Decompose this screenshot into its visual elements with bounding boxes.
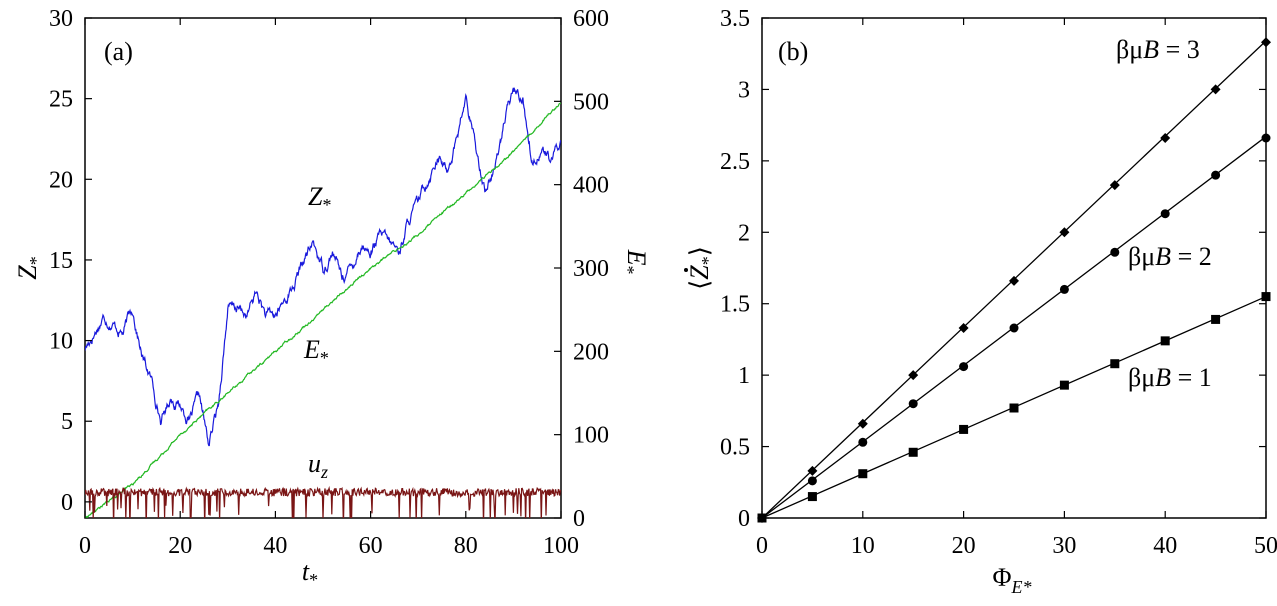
data-point-circle [959, 362, 969, 372]
y-tick-label-left: 30 [49, 6, 73, 32]
x-tick-label-b: 40 [1153, 533, 1177, 559]
data-point-circle [807, 476, 817, 486]
x-tick-label-b: 20 [952, 533, 976, 559]
x-axis-title-b: ΦE* [992, 563, 1031, 597]
y-axis-title-b: ⟨Z*⟩ [684, 246, 718, 290]
data-point-square [1110, 359, 1120, 369]
x-tick-label-a: 20 [168, 533, 192, 559]
data-point-diamond [1160, 133, 1171, 143]
panel-a-label: (a) [104, 37, 133, 66]
y-tick-label-b: 3.5 [720, 6, 750, 32]
x-tick-label-a: 80 [454, 533, 478, 559]
y-axis-title-left: Z* [13, 256, 46, 279]
y-tick-label-b: 1 [738, 363, 750, 389]
svg-text:⟨Z*⟩: ⟨Z*⟩ [685, 246, 718, 290]
data-point-square [807, 492, 817, 502]
y-tick-label-left: 10 [49, 329, 73, 355]
data-point-square [959, 424, 969, 434]
x-tick-label-b: 0 [756, 533, 768, 559]
panel-b-series-layer [757, 37, 1271, 523]
data-point-diamond [908, 370, 919, 381]
data-point-diamond [1109, 180, 1120, 191]
data-point-circle [1110, 247, 1120, 257]
series-label-e: E* [303, 335, 329, 368]
series-label-z: Z* [308, 182, 331, 215]
panel-a: 0 20 40 60 80 1000510152025300100200300400500… [13, 6, 651, 590]
y-tick-label-left: 25 [49, 87, 73, 113]
panel-b-plot-frame [761, 17, 1267, 519]
y-tick-label-right: 400 [573, 173, 609, 199]
y-tick-label-right: 200 [573, 339, 609, 365]
data-point-circle [1059, 284, 1069, 294]
y-tick-label-right: 300 [573, 256, 609, 282]
y-tick-label-right: 500 [573, 89, 609, 115]
data-point-circle [1211, 170, 1221, 180]
y-tick-label-b: 2.5 [720, 149, 750, 175]
data-point-square [1059, 380, 1069, 390]
data-point-diamond [807, 465, 818, 476]
series-line-z [85, 87, 561, 447]
x-tick-label-b: 30 [1052, 533, 1076, 559]
data-point-circle [1160, 209, 1170, 219]
y-tick-label-b: 0 [738, 506, 750, 532]
y-tick-label-b: 0.5 [720, 435, 750, 461]
x-tick-label-a: 0 [79, 533, 91, 559]
data-point-circle [1009, 323, 1019, 333]
y-tick-label-b: 1.5 [720, 292, 750, 318]
y-tick-label-left: 0 [61, 490, 73, 516]
data-point-square [1160, 336, 1170, 346]
series-line-uz [85, 485, 561, 518]
data-point-square [1009, 403, 1019, 413]
data-point-square [1211, 314, 1221, 324]
y-tick-label-right: 100 [573, 423, 609, 449]
x-tick-label-a: 60 [359, 533, 383, 559]
panel-a-axes: 0 20 40 60 80 1000510152025300100200300400500… [49, 6, 609, 559]
y-tick-label-left: 20 [49, 167, 73, 193]
data-point-square [1261, 292, 1271, 302]
series-label-uz: uz [308, 449, 328, 482]
y-tick-label-left: 5 [61, 409, 73, 435]
label-betamub-1: βμB = 1 [1128, 363, 1212, 392]
panel-b-label: (b) [778, 37, 808, 66]
data-point-diamond [958, 323, 969, 333]
y-tick-label-right: 600 [573, 6, 609, 32]
data-point-diamond [1059, 227, 1070, 238]
x-axis-title-a: t* [302, 557, 318, 590]
data-point-diamond [1261, 37, 1271, 48]
panel-a-series-layer [85, 87, 561, 518]
x-tick-label-b: 10 [851, 533, 875, 559]
x-tick-label-a: 40 [263, 533, 287, 559]
data-point-square [908, 447, 918, 457]
label-betamub-3: βμB = 3 [1116, 35, 1200, 64]
label-betamub-2: βμB = 2 [1128, 242, 1212, 271]
dot-accent [684, 268, 688, 272]
y-tick-label-left: 15 [49, 248, 73, 274]
series-line-e [85, 102, 561, 518]
data-point-square [858, 469, 868, 479]
data-point-diamond [857, 418, 868, 429]
data-point-circle [1261, 133, 1271, 143]
x-tick-label-b: 50 [1254, 533, 1277, 559]
data-point-circle [858, 437, 868, 447]
x-tick-label-a: 100 [543, 533, 579, 559]
y-tick-label-b: 3 [738, 77, 750, 103]
y-axis-title-right: E* [618, 249, 651, 275]
data-point-diamond [1210, 84, 1221, 95]
y-tick-label-right: 0 [573, 506, 585, 532]
y-tick-label-b: 2 [738, 220, 750, 246]
data-point-circle [908, 399, 918, 409]
data-point-diamond [1009, 275, 1019, 286]
panel-b-axes: 0 10 20 30 40 50 0 0.5 1 1.5 2 2.5 3 3.5 [720, 6, 1277, 559]
